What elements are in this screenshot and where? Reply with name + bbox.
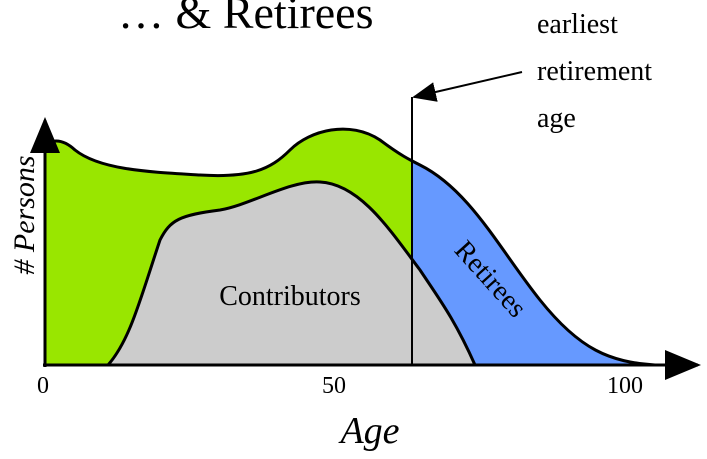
x-tick-label: 100 — [607, 373, 643, 399]
x-tick-label: 0 — [37, 373, 49, 399]
x-axis-label: Age — [337, 410, 399, 452]
title: … & Retirees — [118, 0, 374, 38]
y-axis-label: # Persons — [8, 155, 41, 274]
region-label: Contributors — [219, 281, 361, 312]
x-ticks: 0 50 100 — [37, 373, 643, 399]
population-area — [43, 127, 656, 367]
contributors-area — [104, 180, 478, 367]
x-tick-label: 50 — [322, 373, 346, 399]
retiree-area — [412, 159, 656, 367]
annotation-arrow — [412, 71, 523, 102]
annotation-line: age — [537, 103, 576, 134]
annotation-line: earliest — [537, 9, 618, 40]
annotation-line: retirement — [537, 56, 652, 87]
